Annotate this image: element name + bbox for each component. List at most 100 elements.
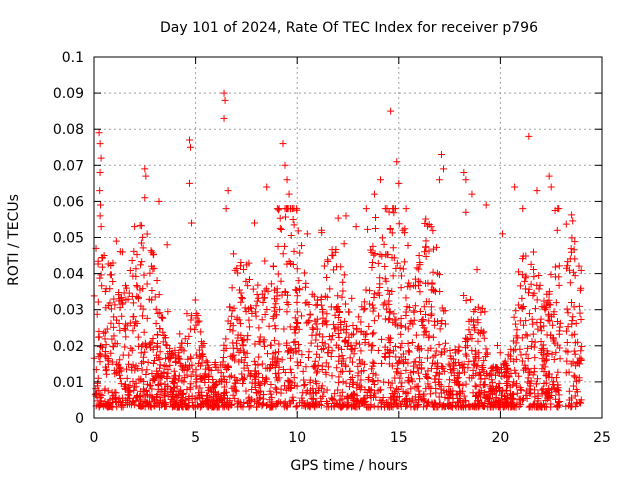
data-point — [362, 205, 370, 213]
data-point — [255, 338, 263, 346]
data-point — [247, 402, 255, 410]
data-point — [238, 293, 246, 301]
data-point — [222, 335, 230, 343]
data-point — [376, 274, 384, 282]
data-point — [488, 379, 496, 387]
data-point — [419, 315, 427, 323]
data-point — [327, 336, 335, 344]
data-point — [535, 285, 543, 293]
data-point — [125, 360, 133, 368]
data-point — [354, 372, 362, 380]
data-point — [140, 387, 148, 395]
data-point — [251, 379, 259, 387]
data-point — [298, 351, 306, 359]
data-point — [144, 358, 152, 366]
data-point — [573, 388, 581, 396]
data-point — [328, 372, 336, 380]
data-point — [97, 223, 105, 231]
data-point — [349, 322, 357, 330]
data-point — [372, 393, 380, 401]
data-point — [524, 344, 532, 352]
data-point — [345, 308, 353, 316]
data-point — [565, 387, 573, 395]
data-point — [112, 393, 120, 401]
data-point — [253, 403, 261, 411]
data-point — [529, 320, 537, 328]
data-point — [539, 361, 547, 369]
data-point — [462, 344, 470, 352]
data-point — [492, 394, 500, 402]
data-point — [102, 367, 110, 375]
data-point — [309, 399, 317, 407]
data-point — [527, 389, 535, 397]
data-point — [320, 262, 328, 270]
data-point — [337, 320, 345, 328]
data-point — [447, 355, 455, 363]
data-point — [510, 313, 518, 321]
y-tick-label: 0.1 — [62, 50, 84, 66]
data-point — [456, 389, 464, 397]
data-point — [293, 298, 301, 306]
data-point — [555, 391, 563, 399]
data-point — [350, 350, 358, 358]
data-point — [401, 258, 409, 266]
data-point — [281, 161, 289, 169]
data-point — [179, 389, 187, 397]
data-point — [456, 381, 464, 389]
data-point — [259, 298, 267, 306]
data-point — [128, 292, 136, 300]
data-point — [132, 265, 140, 273]
data-point — [418, 317, 426, 325]
data-point — [164, 392, 172, 400]
data-point — [462, 176, 470, 184]
data-point — [153, 277, 161, 285]
data-point — [226, 303, 234, 311]
data-point — [95, 129, 103, 137]
data-point — [563, 357, 571, 365]
data-point — [238, 295, 246, 303]
data-point — [351, 344, 359, 352]
data-point — [441, 307, 449, 315]
data-point — [415, 265, 423, 273]
data-point — [110, 366, 118, 374]
data-point — [434, 269, 442, 277]
data-point — [275, 340, 283, 348]
data-point — [385, 349, 393, 357]
data-point — [96, 187, 104, 195]
data-point — [482, 201, 490, 209]
data-point — [360, 360, 368, 368]
data-point — [425, 297, 433, 305]
data-point — [550, 335, 558, 343]
data-point — [423, 354, 431, 362]
data-point — [259, 390, 267, 398]
data-point — [391, 316, 399, 324]
data-point — [152, 305, 160, 313]
data-point — [390, 399, 398, 407]
data-point — [311, 357, 319, 365]
data-point — [267, 280, 275, 288]
data-point — [575, 374, 583, 382]
data-point — [396, 357, 404, 365]
data-point — [362, 286, 370, 294]
data-point — [342, 336, 350, 344]
data-point — [494, 397, 502, 405]
data-point — [276, 224, 284, 232]
data-point — [241, 304, 249, 312]
data-point — [522, 274, 530, 282]
data-point — [317, 397, 325, 405]
data-point — [126, 266, 134, 274]
data-point — [562, 327, 570, 335]
data-point — [141, 398, 149, 406]
data-point — [416, 258, 424, 266]
data-point — [511, 183, 519, 191]
data-point — [111, 301, 119, 309]
data-point — [134, 295, 142, 303]
data-point — [157, 396, 165, 404]
data-point — [196, 384, 204, 392]
data-point — [323, 386, 331, 394]
data-point — [486, 395, 494, 403]
data-point — [500, 403, 508, 411]
data-point — [164, 308, 172, 316]
data-point — [552, 299, 560, 307]
data-point — [562, 220, 570, 228]
